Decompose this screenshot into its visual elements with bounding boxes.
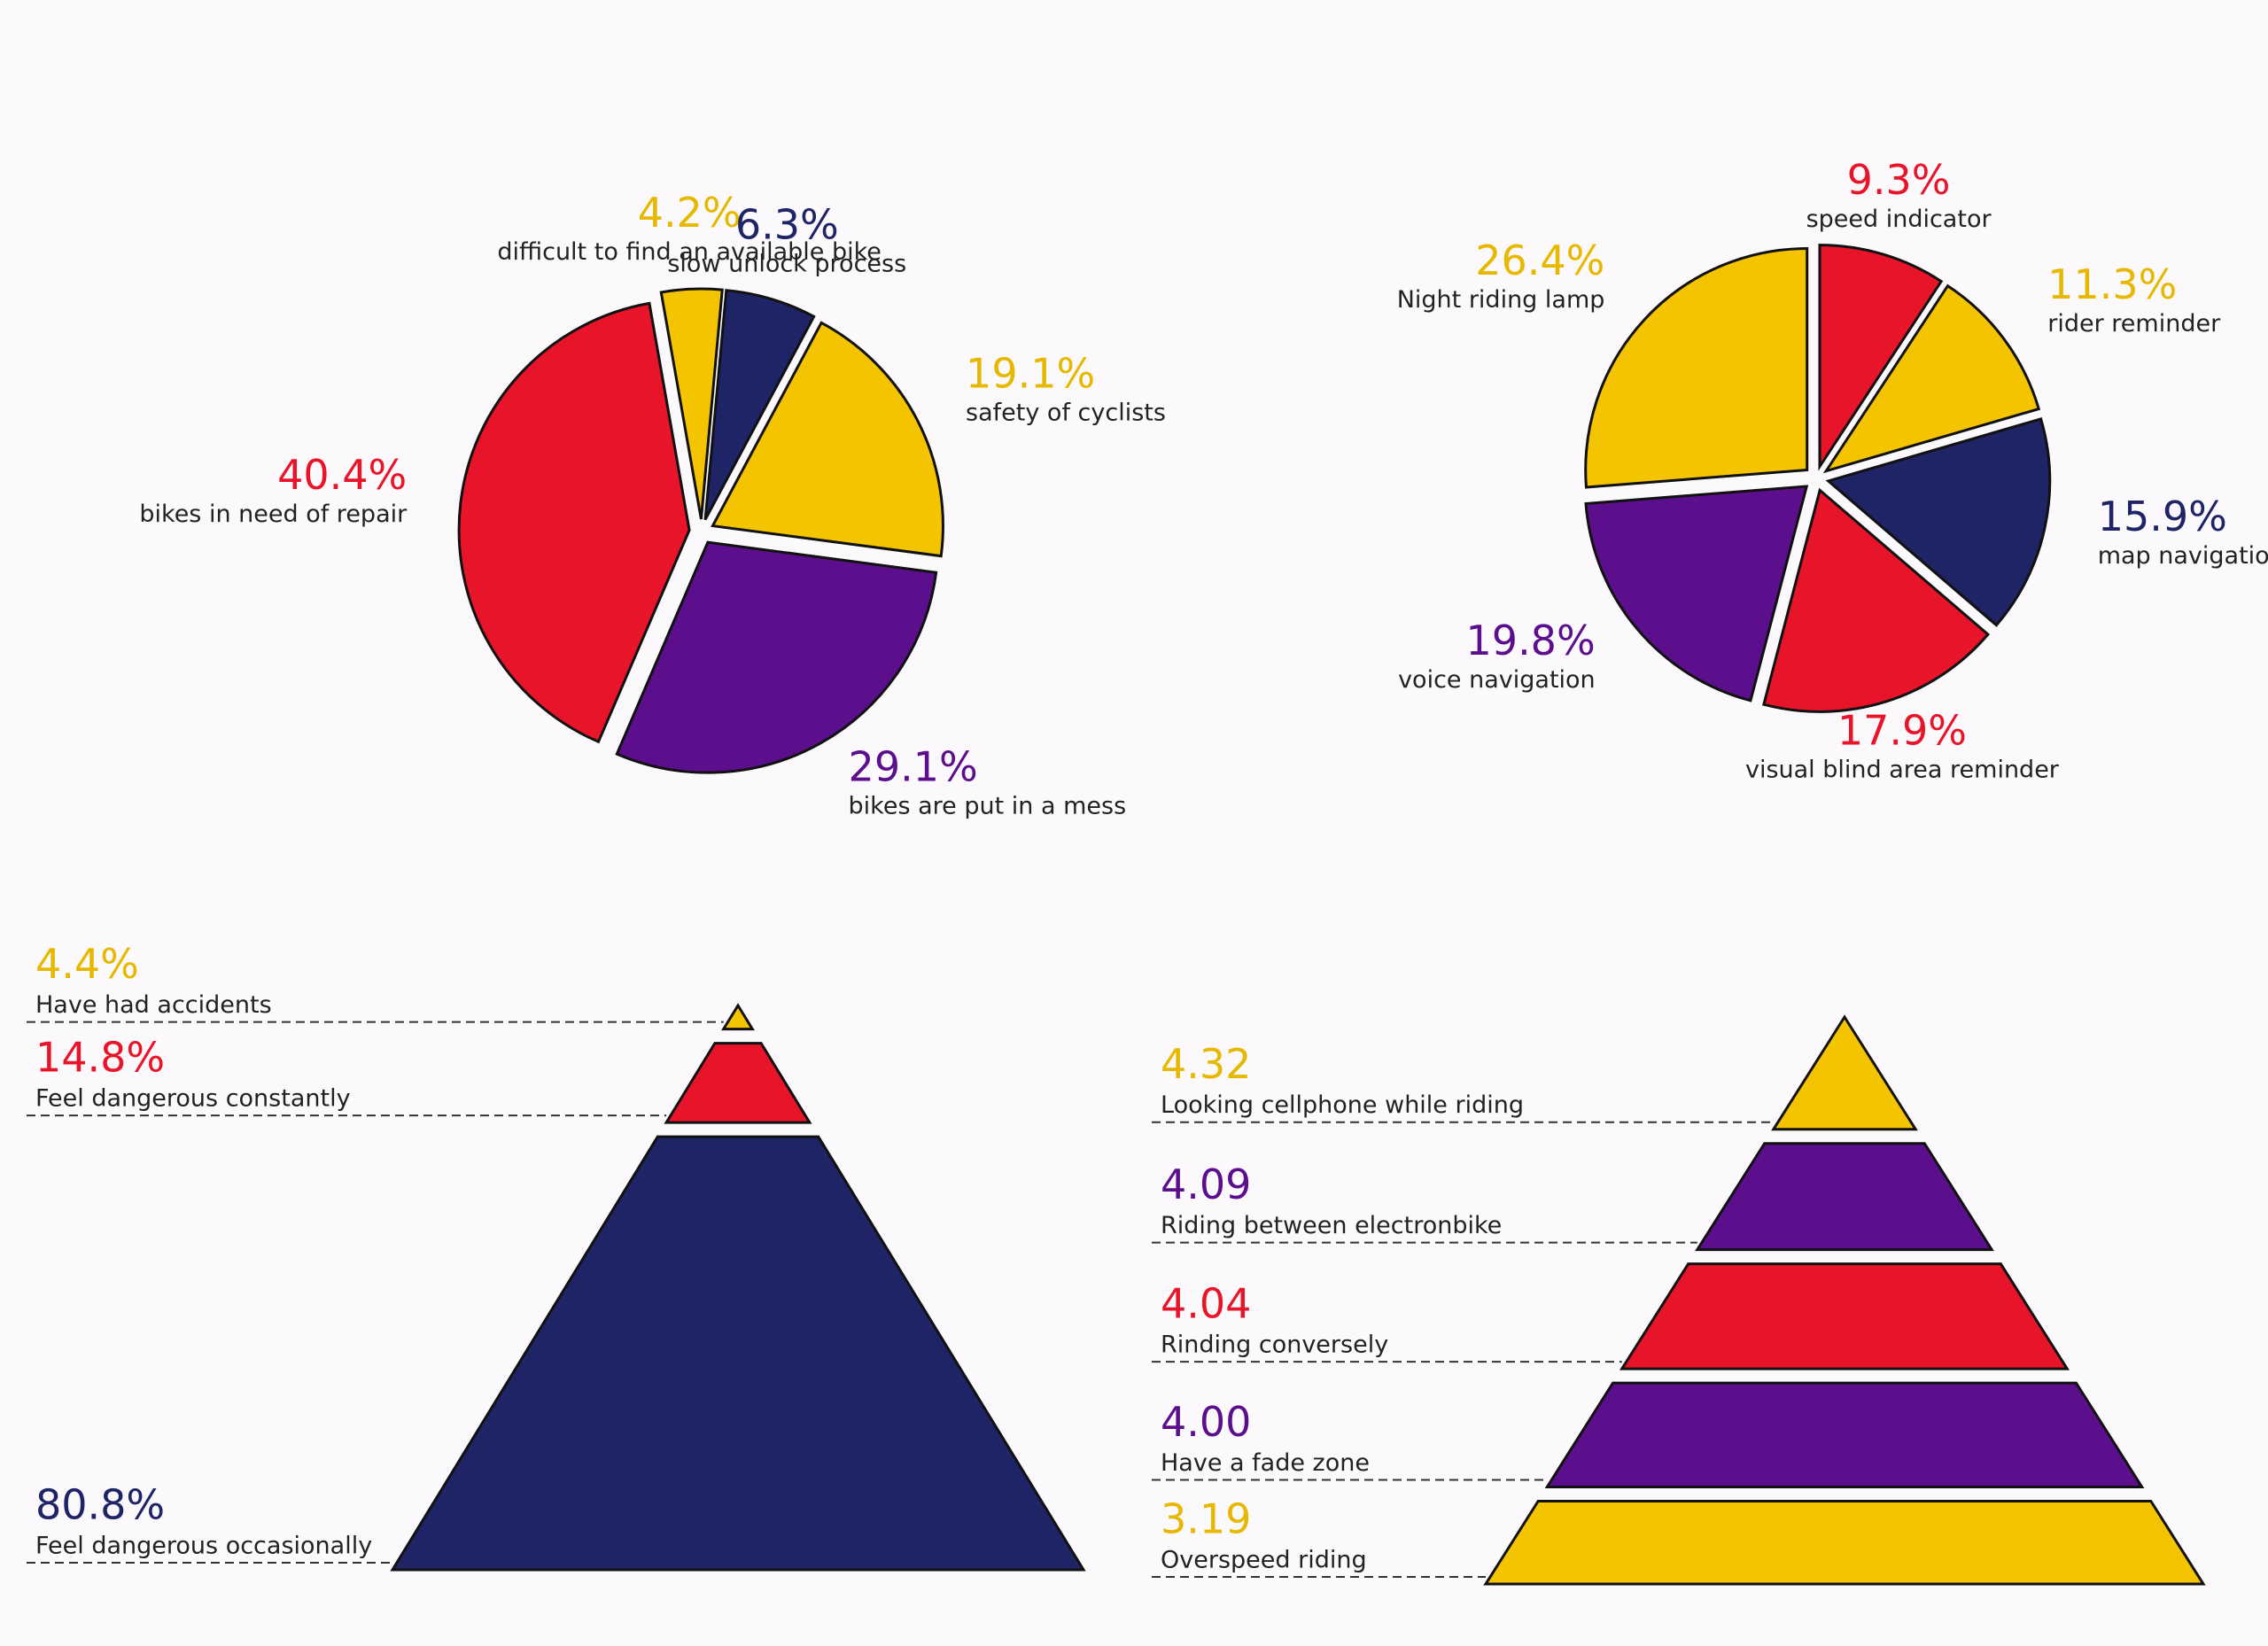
- slice-name-label: bikes are put in a mess: [849, 793, 1127, 820]
- slice-value-label: 26.4%: [1475, 237, 1604, 284]
- pyramid-layer: [390, 1135, 1086, 1572]
- pyramid-layer: [1619, 1262, 2070, 1370]
- pyramid-layer: [1483, 1499, 2206, 1586]
- slice-name-label: Night riding lamp: [1397, 286, 1605, 314]
- pie-slice: [457, 301, 691, 744]
- pie-slice: [703, 289, 816, 521]
- pie-slice: [1762, 487, 1991, 713]
- pyramid-layer: [1695, 1142, 1994, 1252]
- layer-value-label: 4.09: [1161, 1161, 1251, 1208]
- pie-slice: [659, 287, 724, 520]
- slice-name-label: map navigation: [2098, 542, 2268, 570]
- slice-name-label: rider reminder: [2047, 310, 2221, 338]
- slice-name-label: bikes in need of repair: [139, 501, 408, 528]
- layer-name-label: Looking cellphone while riding: [1161, 1091, 1524, 1119]
- slice-name-label: difficult to find an available bike: [497, 238, 882, 266]
- layer-value-label: 14.8%: [35, 1034, 165, 1082]
- pie-slice: [711, 321, 944, 558]
- layer-value-label: 4.04: [1161, 1280, 1251, 1328]
- pyramid-layer: [664, 1042, 812, 1124]
- slice-value-label: 9.3%: [1847, 156, 1951, 204]
- layer-name-label: Rinding conversely: [1161, 1332, 1388, 1359]
- pie-slice: [1825, 416, 2052, 627]
- pie-slice: [1822, 283, 2041, 474]
- slice-value-label: 19.8%: [1466, 617, 1596, 664]
- pie-slice: [1818, 244, 1944, 471]
- slice-name-label: voice navigation: [1398, 666, 1596, 694]
- layer-name-label: Feel dangerous occasionally: [35, 1533, 372, 1560]
- slice-value-label: 6.3%: [735, 201, 839, 249]
- layer-value-label: 4.32: [1161, 1040, 1251, 1088]
- pyramid-layer: [1771, 1014, 1918, 1131]
- layer-name-label: Feel dangerous constantly: [35, 1085, 351, 1113]
- slice-name-label: speed indicator: [1806, 206, 1992, 233]
- layer-name-label: Overspeed riding: [1161, 1547, 1367, 1574]
- slice-value-label: 4.2%: [638, 189, 742, 237]
- slice-value-label: 17.9%: [1837, 707, 1967, 755]
- layer-value-label: 80.8%: [35, 1481, 165, 1529]
- pyramid-layer: [1544, 1381, 2145, 1488]
- slice-name-label: visual blind area reminder: [1745, 757, 2060, 784]
- slice-value-label: 15.9%: [2098, 493, 2227, 540]
- layer-name-label: Have had accidents: [35, 991, 272, 1019]
- slice-value-label: 29.1%: [849, 743, 978, 791]
- layer-value-label: 4.4%: [35, 940, 139, 988]
- slice-value-label: 19.1%: [966, 350, 1095, 398]
- slice-value-label: 40.4%: [277, 451, 407, 499]
- pie-slice: [1584, 246, 1809, 489]
- slice-name-label: slow unlock process: [667, 251, 906, 278]
- layer-name-label: Have a fade zone: [1161, 1449, 1370, 1477]
- slice-value-label: 11.3%: [2047, 260, 2177, 308]
- layer-value-label: 4.00: [1161, 1398, 1251, 1446]
- slice-name-label: safety of cyclists: [966, 400, 1166, 427]
- pie-slice: [615, 540, 938, 774]
- layer-value-label: 3.19: [1161, 1495, 1251, 1543]
- layer-name-label: Riding between electronbike: [1161, 1212, 1502, 1239]
- pie-slice: [1584, 485, 1809, 703]
- pyramid-layer: [721, 1003, 755, 1031]
